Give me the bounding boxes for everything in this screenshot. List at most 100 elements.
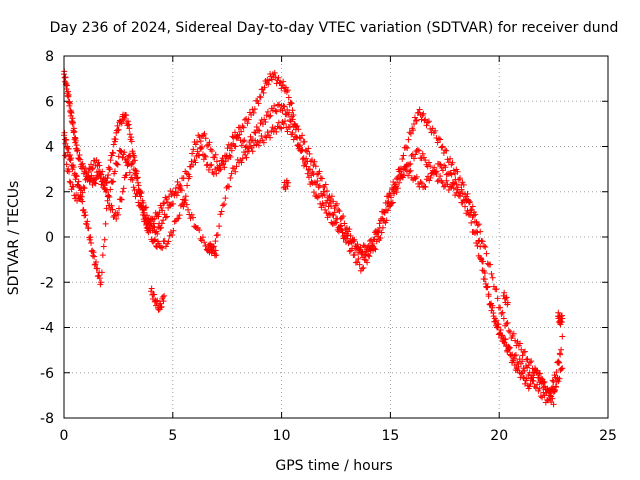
track-c-point xyxy=(100,175,107,182)
track-a-point xyxy=(459,179,466,186)
chart-title: Day 236 of 2024, Sidereal Day-to-day VTE… xyxy=(50,20,619,36)
track-b-point xyxy=(113,161,120,168)
track-a-point xyxy=(70,119,77,126)
track-c-point xyxy=(217,211,224,218)
track-c-point xyxy=(375,228,382,235)
track-a-point xyxy=(407,130,414,137)
track-b-point xyxy=(530,374,537,381)
track-c-point xyxy=(123,172,130,179)
track-a-point xyxy=(71,128,78,135)
spike-a-point xyxy=(159,294,166,301)
track-c-point xyxy=(111,212,118,219)
track-a-point xyxy=(284,87,291,94)
track-c-point xyxy=(63,161,70,168)
track-b-point xyxy=(484,284,491,291)
track-a-point xyxy=(260,89,267,96)
track-b-point xyxy=(425,159,432,166)
track-b-point xyxy=(261,116,268,123)
track-c-point xyxy=(510,330,517,337)
track-b-point xyxy=(465,211,472,218)
track-c-point xyxy=(233,163,240,170)
track-c-point xyxy=(142,205,149,212)
track-b-point xyxy=(393,189,400,196)
track-c-point xyxy=(315,184,322,191)
track-c-point xyxy=(118,196,125,203)
track-c-point xyxy=(556,350,563,357)
track-a-point xyxy=(442,147,449,154)
track-c-point xyxy=(163,213,170,220)
track-a-point xyxy=(439,143,446,150)
track-a-point xyxy=(420,110,427,117)
y-tick-label: 2 xyxy=(45,185,54,201)
track-c-point xyxy=(398,173,405,180)
track-b-point xyxy=(87,234,94,241)
track-b-point xyxy=(499,332,506,339)
track-a-point xyxy=(416,106,423,113)
track-c-point xyxy=(157,225,164,232)
track-c-point xyxy=(67,179,74,186)
y-tick-label: -6 xyxy=(40,366,54,382)
track-c-point xyxy=(143,212,150,219)
track-b-point xyxy=(319,175,326,182)
track-c-point xyxy=(226,183,233,190)
track-c-point xyxy=(328,203,335,210)
track-b-point xyxy=(83,221,90,228)
track-c-point xyxy=(381,208,388,215)
spike-a-point xyxy=(148,285,155,292)
track-c-point xyxy=(80,184,87,191)
track-c-point xyxy=(162,214,169,221)
track-b-point xyxy=(90,249,97,256)
track-b-point xyxy=(73,173,80,180)
track-b-point xyxy=(100,243,107,250)
track-c-point xyxy=(127,153,134,160)
track-b-point xyxy=(119,154,126,161)
track-b-point xyxy=(220,161,227,168)
track-b-point xyxy=(383,217,390,224)
track-b-point xyxy=(544,396,551,403)
grid-lines xyxy=(64,56,608,418)
track-c-point xyxy=(453,181,460,188)
track-b-point xyxy=(288,113,295,120)
track-b-point xyxy=(165,238,172,245)
track-c-point xyxy=(377,217,384,224)
track-a-point xyxy=(107,157,114,164)
track-a-point xyxy=(125,121,132,128)
track-c-point xyxy=(426,177,433,184)
track-c-point xyxy=(367,247,374,254)
track-a-point xyxy=(424,119,431,126)
track-b-point xyxy=(89,252,96,259)
track-a-point xyxy=(74,148,81,155)
track-b-point xyxy=(470,229,477,236)
track-b-point xyxy=(232,143,239,150)
track-b-point xyxy=(321,184,328,191)
track-b-point xyxy=(297,135,304,142)
track-c-point xyxy=(79,189,86,196)
track-c-point xyxy=(365,252,372,259)
spike-a-point xyxy=(157,300,164,307)
track-c-point xyxy=(524,356,531,363)
track-a-point xyxy=(114,122,121,129)
track-a-point xyxy=(399,156,406,163)
track-a-point xyxy=(160,200,167,207)
track-a-point xyxy=(205,166,212,173)
track-c-point xyxy=(371,236,378,243)
track-c-point xyxy=(65,166,72,173)
track-b-point xyxy=(203,142,210,149)
y-tick-label: -4 xyxy=(40,321,54,337)
track-a-point xyxy=(72,137,79,144)
track-b-point xyxy=(495,321,502,328)
plot-frame xyxy=(63,55,609,419)
track-b-point xyxy=(305,145,312,152)
track-b-point xyxy=(114,161,121,168)
track-b-point xyxy=(175,215,182,222)
track-a-point xyxy=(304,170,311,177)
track-c-point xyxy=(334,215,341,222)
track-c-point xyxy=(239,155,246,162)
track-b-point xyxy=(335,206,342,213)
track-c-point xyxy=(232,168,239,175)
track-c-point xyxy=(84,176,91,183)
track-b-point xyxy=(280,103,287,110)
track-b-point xyxy=(65,145,72,152)
track-a-point xyxy=(123,112,130,119)
